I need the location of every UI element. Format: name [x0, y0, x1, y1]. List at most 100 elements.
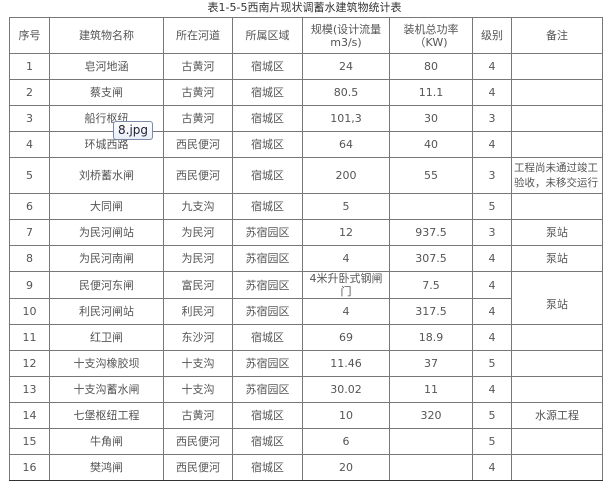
cell-name: 牛角闸 [49, 428, 164, 455]
cell-note: 水源工程 [511, 402, 603, 429]
cell-scale: 6 [302, 428, 390, 455]
cell-river: 古黄河 [163, 53, 233, 80]
cell-index: 10 [9, 298, 50, 325]
cell-index: 6 [9, 193, 50, 220]
cell-power: 37 [389, 350, 473, 377]
cell-note [511, 105, 603, 132]
cell-river: 九支沟 [163, 193, 233, 220]
cell-scale: 12 [302, 219, 390, 246]
cell-level: 5 [472, 402, 512, 429]
cell-name: 十支沟蓄水闸 [49, 376, 164, 403]
cell-region: 宿城区 [232, 131, 303, 158]
cell-scale: 4 [302, 245, 390, 272]
cell-power: 55 [389, 157, 473, 194]
cell-level: 5 [472, 350, 512, 377]
cell-level: 4 [472, 454, 512, 481]
cell-region: 宿城区 [232, 402, 303, 429]
cell-note: 泵站 [511, 245, 603, 272]
cell-region: 苏宿园区 [232, 271, 303, 299]
header-name: 建筑物名称 [49, 17, 164, 54]
cell-level: 4 [472, 79, 512, 106]
header-level: 级别 [472, 17, 512, 54]
table-row: 6 大同闸 九支沟 宿城区 5 5 [9, 193, 603, 220]
cell-power: 11 [389, 376, 473, 403]
cell-level: 4 [472, 245, 512, 272]
cell-region: 苏宿园区 [232, 376, 303, 403]
cell-index: 2 [9, 79, 50, 106]
cell-power: 80 [389, 53, 473, 80]
table-row: 16 樊鸿闸 西民便河 宿城区 20 4 [9, 454, 603, 481]
cell-river: 西民便河 [163, 131, 233, 158]
cell-region: 宿城区 [232, 428, 303, 455]
cell-index: 14 [9, 402, 50, 429]
cell-name: 民便河东闸 [49, 271, 164, 299]
table-row: 7 为民河闸站 为民河 苏宿园区 12 937.5 3 泵站 [9, 219, 603, 246]
header-note: 备注 [511, 17, 603, 54]
cell-river: 利民河 [163, 298, 233, 325]
cell-river: 为民河 [163, 219, 233, 246]
cell-power [389, 428, 473, 455]
header-row: 序号 建筑物名称 所在河道 所属区域 规模(设计流量m3/s) 装机总功率（KW) 级别 备注 [9, 17, 603, 54]
cell-name: 十支沟橡胶坝 [49, 350, 164, 377]
cell-level: 4 [472, 53, 512, 80]
cell-power: 30 [389, 105, 473, 132]
cell-river: 西民便河 [163, 454, 233, 481]
cell-region: 宿城区 [232, 79, 303, 106]
cell-power: 320 [389, 402, 473, 429]
cell-index: 4 [9, 131, 50, 158]
table-title: 表1-5-5西南片现状调蓄水建筑物统计表 [207, 1, 402, 14]
cell-level: 4 [472, 376, 512, 403]
table-row: 1 皂河地涵 古黄河 宿城区 24 80 4 [9, 53, 603, 80]
cell-scale: 20 [302, 454, 390, 481]
cell-region: 苏宿园区 [232, 350, 303, 377]
header-index: 序号 [9, 17, 50, 54]
table-row: 9 民便河东闸 富民河 苏宿园区 4米升卧式钢闸门 7.5 4 泵站 [9, 271, 603, 325]
cell-level: 4 [472, 131, 512, 158]
cell-region: 宿城区 [232, 53, 303, 80]
table-row: 3 船行枢纽 古黄河 宿城区 101,3 30 3 [9, 105, 603, 132]
cell-level: 3 [472, 157, 512, 194]
cell-scale: 5 [302, 193, 390, 220]
cell-index: 7 [9, 219, 50, 246]
cell-power: 11.1 [389, 79, 473, 106]
cell-power: 937.5 [389, 219, 473, 246]
cell-river: 富民河 [163, 271, 233, 299]
cell-note: 泵站 [511, 219, 603, 246]
cell-power: 40 [389, 131, 473, 158]
cell-river: 古黄河 [163, 105, 233, 132]
table-row: 8 为民河南闸 为民河 苏宿园区 4 307.5 4 泵站 [9, 245, 603, 272]
cell-name: 红卫闸 [49, 324, 164, 351]
cell-region: 宿城区 [232, 105, 303, 132]
cell-name: 刘桥蓄水闸 [49, 157, 164, 194]
table-row: 10 利民河闸站 利民河 苏宿园区 4 317.5 4 [9, 298, 603, 325]
cell-region: 宿城区 [232, 324, 303, 351]
cell-note [511, 454, 603, 481]
cell-level: 5 [472, 193, 512, 220]
cell-note [511, 376, 603, 403]
table-row: 14 七堡枢纽工程 古黄河 宿城区 10 320 5 水源工程 [9, 402, 603, 429]
cell-index: 1 [9, 53, 50, 80]
cell-index: 15 [9, 428, 50, 455]
cell-river: 十支沟 [163, 376, 233, 403]
cell-level: 3 [472, 219, 512, 246]
filename-tooltip: 8.jpg [113, 121, 154, 140]
cell-name: 为民河南闸 [49, 245, 164, 272]
cell-scale: 24 [302, 53, 390, 80]
cell-region: 苏宿园区 [232, 298, 303, 325]
table-row: 5 刘桥蓄水闸 西民便河 宿城区 200 55 3 工程尚未通过竣工验收，未移交运行 [9, 157, 603, 194]
cell-region: 苏宿园区 [232, 245, 303, 272]
cell-river: 为民河 [163, 245, 233, 272]
cell-region: 宿城区 [232, 454, 303, 481]
cell-scale: 10 [302, 402, 390, 429]
cell-name: 七堡枢纽工程 [49, 402, 164, 429]
cell-scale: 69 [302, 324, 390, 351]
cell-level: 4 [472, 298, 512, 325]
table-row: 12 十支沟橡胶坝 十支沟 苏宿园区 11.46 37 5 [9, 350, 603, 377]
cell-scale: 4米升卧式钢闸门 [302, 271, 390, 299]
cell-name: 利民河闸站 [49, 298, 164, 325]
cell-note [511, 428, 603, 455]
cell-index: 9 [9, 271, 50, 299]
cell-note [511, 193, 603, 220]
cell-river: 西民便河 [163, 428, 233, 455]
statistics-table: 序号 建筑物名称 所在河道 所属区域 规模(设计流量m3/s) 装机总功率（KW) 级别 备注… [9, 17, 603, 481]
